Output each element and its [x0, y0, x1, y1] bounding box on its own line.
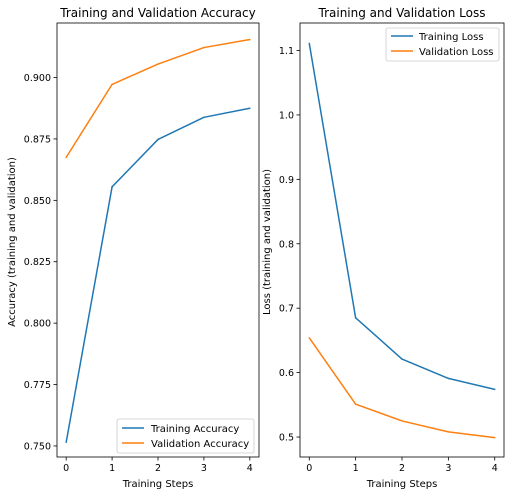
loss-x-axis-label: Training Steps — [366, 479, 438, 490]
accuracy-legend: Training Accuracy Validation Accuracy — [116, 418, 255, 454]
accuracy-x-tick-label: 2 — [155, 463, 161, 474]
loss-y-axis-label: Loss (training and validation) — [262, 169, 273, 315]
accuracy-x-tick-label: 1 — [109, 463, 115, 474]
loss-x-tick-label: 1 — [353, 463, 359, 474]
training-loss-point — [354, 317, 357, 319]
training-loss-point — [493, 388, 496, 391]
training-accuracy-point — [249, 107, 251, 109]
loss-y-tick-label: 0.7 — [279, 304, 294, 315]
loss-legend-label-training: Training Loss — [418, 32, 484, 43]
validation-accuracy-point — [65, 156, 67, 159]
loss-chart: Training and Validation Loss Training St… — [262, 6, 505, 490]
loss-y-tick-label: 1.1 — [279, 46, 294, 57]
accuracy-y-tick-label: 0.750 — [24, 441, 51, 452]
loss-x-tick-label: 0 — [306, 463, 312, 474]
accuracy-y-tick-label: 0.875 — [24, 134, 51, 145]
training-loss-point — [308, 42, 311, 45]
loss-chart-title: Training and Validation Loss — [318, 6, 486, 20]
validation-loss-point — [308, 337, 311, 339]
accuracy-y-tick-label: 0.825 — [24, 257, 51, 268]
accuracy-legend-box — [116, 418, 255, 454]
loss-x-tick-label: 2 — [399, 463, 405, 474]
accuracy-x-tick-label: 3 — [201, 463, 207, 474]
accuracy-legend-label-training: Training Accuracy — [150, 424, 239, 435]
loss-x-tick-label: 4 — [492, 463, 498, 474]
validation-loss-point — [493, 436, 496, 439]
validation-loss-point — [354, 403, 357, 405]
loss-legend-label-validation: Validation Loss — [419, 47, 494, 58]
training-loss-point — [401, 358, 403, 360]
loss-y-tick-label: 0.9 — [279, 175, 294, 186]
loss-legend-box — [385, 27, 500, 62]
training-accuracy-point — [157, 138, 159, 141]
accuracy-y-tick-label: 0.775 — [24, 380, 51, 391]
accuracy-plot-frame — [56, 22, 260, 458]
accuracy-chart: Training and Validation Accuracy Trainin… — [7, 6, 260, 490]
accuracy-x-tick-label: 4 — [247, 463, 253, 474]
loss-y-tick-label: 0.5 — [279, 433, 294, 444]
validation-accuracy-point — [249, 38, 251, 41]
loss-plot-frame — [299, 22, 505, 458]
loss-y-tick-label: 0.8 — [279, 239, 294, 250]
accuracy-x-tick-label: 0 — [63, 463, 69, 474]
validation-accuracy-point — [111, 83, 113, 86]
accuracy-y-axis-label: Accuracy (training and validation) — [7, 157, 18, 327]
loss-x-tick-label: 3 — [445, 463, 451, 474]
loss-chart-marks: 0 1 2 3 4 0.5 0.6 0.7 0.8 0.9 1.0 1.1 — [279, 42, 498, 474]
validation-accuracy-point — [203, 46, 205, 49]
loss-y-tick-label: 0.6 — [279, 368, 294, 379]
accuracy-legend-label-validation: Validation Accuracy — [151, 439, 249, 450]
training-accuracy-point — [203, 116, 205, 119]
validation-loss-point — [401, 420, 403, 422]
accuracy-y-tick-label: 0.900 — [24, 73, 51, 84]
training-loss-point — [447, 377, 450, 380]
validation-accuracy-point — [157, 63, 159, 65]
accuracy-y-tick-label: 0.800 — [24, 319, 51, 330]
loss-y-tick-label: 1.0 — [279, 110, 294, 121]
loss-legend: Training Loss Validation Loss — [385, 27, 500, 62]
training-accuracy-point — [111, 186, 113, 188]
accuracy-x-axis-label: Training Steps — [122, 479, 194, 490]
accuracy-y-tick-label: 0.850 — [24, 196, 51, 207]
accuracy-chart-marks: 0 1 2 3 4 0.750 0.775 0.800 0.825 0.850 0.875 0.900 — [24, 38, 253, 474]
accuracy-chart-title: Training and Validation Accuracy — [59, 6, 255, 20]
validation-loss-point — [447, 431, 450, 433]
training-accuracy-point — [65, 441, 67, 444]
